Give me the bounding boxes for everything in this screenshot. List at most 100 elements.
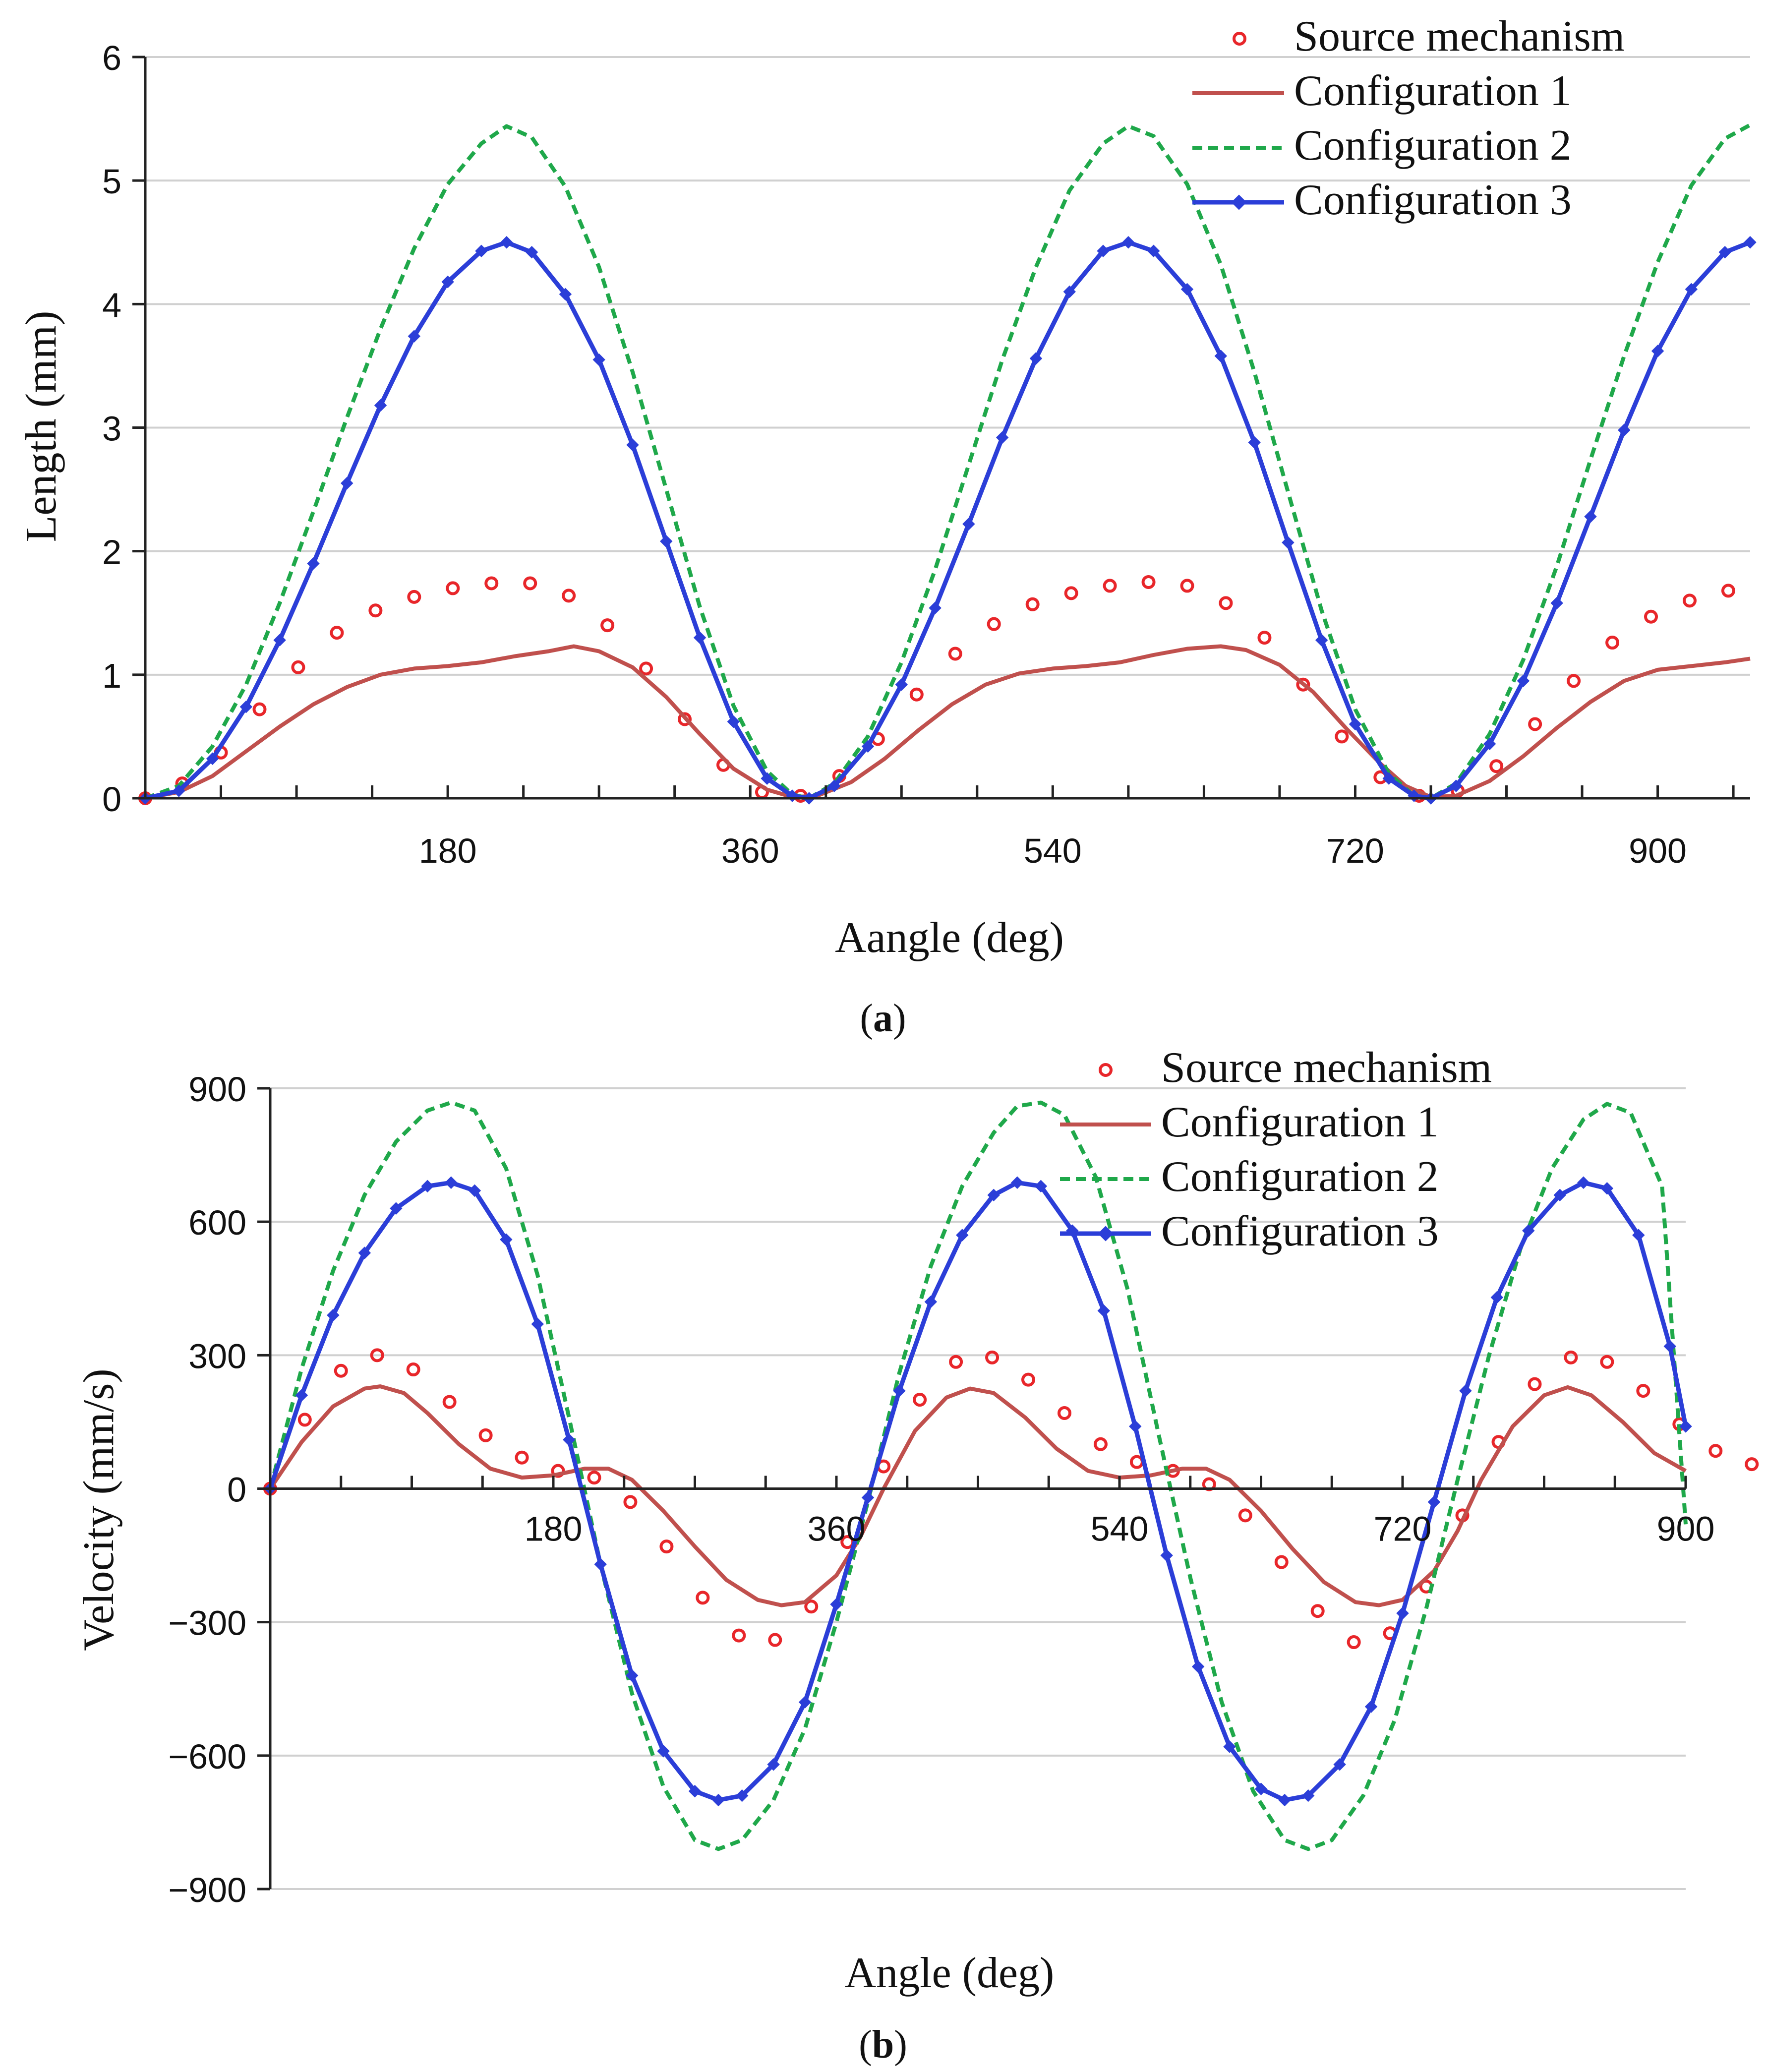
y-tick-label-b-0: 900 <box>188 1070 246 1109</box>
point-configuration-3-b-32 <box>1223 1740 1236 1753</box>
point-source-mechanism-b-3 <box>370 1348 384 1362</box>
x-tick-label-b-1: 360 <box>808 1510 866 1548</box>
point-source-mechanism-a-27 <box>1180 579 1194 593</box>
point-source-mechanism-a-26 <box>1141 575 1156 589</box>
point-source-mechanism-a-28 <box>1219 596 1233 610</box>
point-source-mechanism-b-40 <box>1708 1444 1723 1458</box>
y-tick-label-a-1: 1 <box>102 656 121 695</box>
series-line-configuration-3-b <box>268 1180 1688 1803</box>
point-configuration-3-a-15 <box>626 438 639 452</box>
point-configuration-3-b-48 <box>1679 1420 1692 1433</box>
point-source-mechanism-a-35 <box>1489 759 1504 773</box>
x-tick-label-a-0: 180 <box>419 831 477 870</box>
y-tick-label-a-5: 5 <box>102 162 121 201</box>
point-source-mechanism-b-6 <box>478 1428 493 1442</box>
point-configuration-3-a-35 <box>1248 436 1261 449</box>
y-axis-label-a: Length (mm) <box>17 311 65 542</box>
legend-label-config3-a: Configuration 3 <box>1294 176 1572 224</box>
y-tick-label-a-3: 3 <box>102 410 121 448</box>
point-source-mechanism-a-39 <box>1644 609 1658 624</box>
point-source-mechanism-a-41 <box>1721 584 1735 598</box>
tick-labels-b: 900 600 300 0 −300 −600 −900 180 360 540 720 900 <box>168 1070 1714 1909</box>
y-tick-label-b-3: 0 <box>227 1471 246 1509</box>
point-configuration-3-a-27 <box>996 431 1009 444</box>
x-tick-label-a-2: 540 <box>1024 831 1082 870</box>
y-tick-label-a-6: 6 <box>102 39 121 77</box>
point-configuration-3-b-28 <box>1097 1304 1111 1317</box>
point-source-mechanism-b-41 <box>1745 1457 1759 1472</box>
point-source-mechanism-a-4 <box>291 660 305 674</box>
point-configuration-3-a-11 <box>500 236 513 249</box>
legend-a: Source mechanism Configuration 1 Configu… <box>1192 12 1625 224</box>
point-source-mechanism-a-20 <box>909 687 924 702</box>
series-source-mechanism-a <box>138 575 1735 805</box>
y-tick-label-b-2: 300 <box>188 1337 246 1375</box>
point-source-mechanism-a-30 <box>1296 677 1310 692</box>
point-source-mechanism-a-24 <box>1064 586 1078 600</box>
point-configuration-3-b-42 <box>1522 1224 1535 1237</box>
tick-labels-a: 0 1 2 3 4 5 6 180 360 540 720 900 <box>102 39 1687 870</box>
legend-marker-config3-a <box>1231 194 1247 210</box>
point-configuration-3-b-39 <box>1427 1495 1441 1509</box>
point-source-mechanism-b-38 <box>1636 1384 1650 1398</box>
legend-marker-source-b <box>1099 1063 1113 1077</box>
point-configuration-3-b-44 <box>1577 1176 1590 1189</box>
point-configuration-3-b-35 <box>1301 1789 1315 1802</box>
chart-panel-a: 0 1 2 3 4 5 6 180 360 540 720 900 Aangle (deg) Leng… <box>17 12 1757 1040</box>
y-tick-label-b-4: −300 <box>168 1604 246 1643</box>
point-configuration-3-a-45 <box>1550 596 1563 610</box>
legend-label-config1-a: Configuration 1 <box>1294 67 1572 115</box>
point-configuration-3-a-17 <box>693 631 706 644</box>
point-configuration-3-a-37 <box>1315 634 1328 647</box>
point-source-mechanism-a-10 <box>523 576 537 591</box>
point-configuration-3-b-40 <box>1459 1384 1472 1397</box>
point-source-mechanism-a-25 <box>1103 579 1117 593</box>
point-source-mechanism-a-8 <box>446 581 460 595</box>
panel-label-b: (b) <box>859 2023 907 2067</box>
point-source-mechanism-b-30 <box>1347 1635 1361 1650</box>
point-configuration-3-a-47 <box>1618 423 1631 437</box>
y-tick-label-a-0: 0 <box>102 780 121 819</box>
point-configuration-3-b-25 <box>1011 1176 1024 1189</box>
point-source-mechanism-b-23 <box>1093 1437 1108 1451</box>
axes-a <box>132 56 1750 800</box>
x-tick-label-b-0: 180 <box>525 1510 583 1548</box>
point-configuration-3-b-47 <box>1663 1340 1677 1353</box>
point-source-mechanism-a-23 <box>1025 597 1040 611</box>
point-configuration-3-b-34 <box>1278 1793 1291 1807</box>
legend-marker-config3-b <box>1098 1226 1114 1242</box>
point-source-mechanism-a-40 <box>1682 593 1697 608</box>
point-source-mechanism-b-37 <box>1600 1355 1614 1369</box>
series-line-configuration-2-b <box>268 1100 1688 1851</box>
point-source-mechanism-a-29 <box>1257 631 1272 645</box>
point-configuration-3-b-30 <box>1160 1549 1173 1562</box>
point-configuration-3-b-11 <box>594 1558 607 1571</box>
point-source-mechanism-b-27 <box>1238 1508 1252 1523</box>
point-configuration-3-a-46 <box>1584 510 1597 523</box>
panel-label-a: (a) <box>860 997 906 1040</box>
point-source-mechanism-b-11 <box>659 1539 674 1554</box>
point-source-mechanism-b-7 <box>515 1450 529 1465</box>
point-configuration-3-a-6 <box>341 476 353 490</box>
legend-b: Source mechanism Configuration 1 Configu… <box>1060 1044 1492 1255</box>
gridlines-a <box>145 56 1750 676</box>
legend-marker-source-a <box>1233 32 1246 46</box>
point-source-mechanism-b-20 <box>985 1350 1000 1364</box>
point-source-mechanism-a-31 <box>1335 729 1349 744</box>
series-group-a <box>138 123 1757 805</box>
chart-panel-b: 900 600 300 0 −300 −600 −900 180 360 540 720 900 An… <box>75 1044 1759 2067</box>
x-tick-label-b-2: 540 <box>1091 1510 1149 1548</box>
point-source-mechanism-b-9 <box>587 1471 601 1485</box>
point-configuration-3-b-20 <box>861 1491 875 1504</box>
point-configuration-3-b-29 <box>1128 1420 1142 1433</box>
point-source-mechanism-b-12 <box>696 1591 710 1605</box>
y-tick-label-b-1: 600 <box>188 1203 246 1242</box>
point-configuration-3-a-7 <box>374 399 387 412</box>
point-source-mechanism-a-11 <box>562 589 576 603</box>
point-source-mechanism-a-21 <box>948 647 962 661</box>
x-tick-label-a-4: 900 <box>1629 831 1687 870</box>
point-configuration-3-b-33 <box>1254 1782 1268 1795</box>
point-configuration-3-b-36 <box>1333 1758 1346 1771</box>
point-source-mechanism-b-10 <box>623 1495 638 1509</box>
